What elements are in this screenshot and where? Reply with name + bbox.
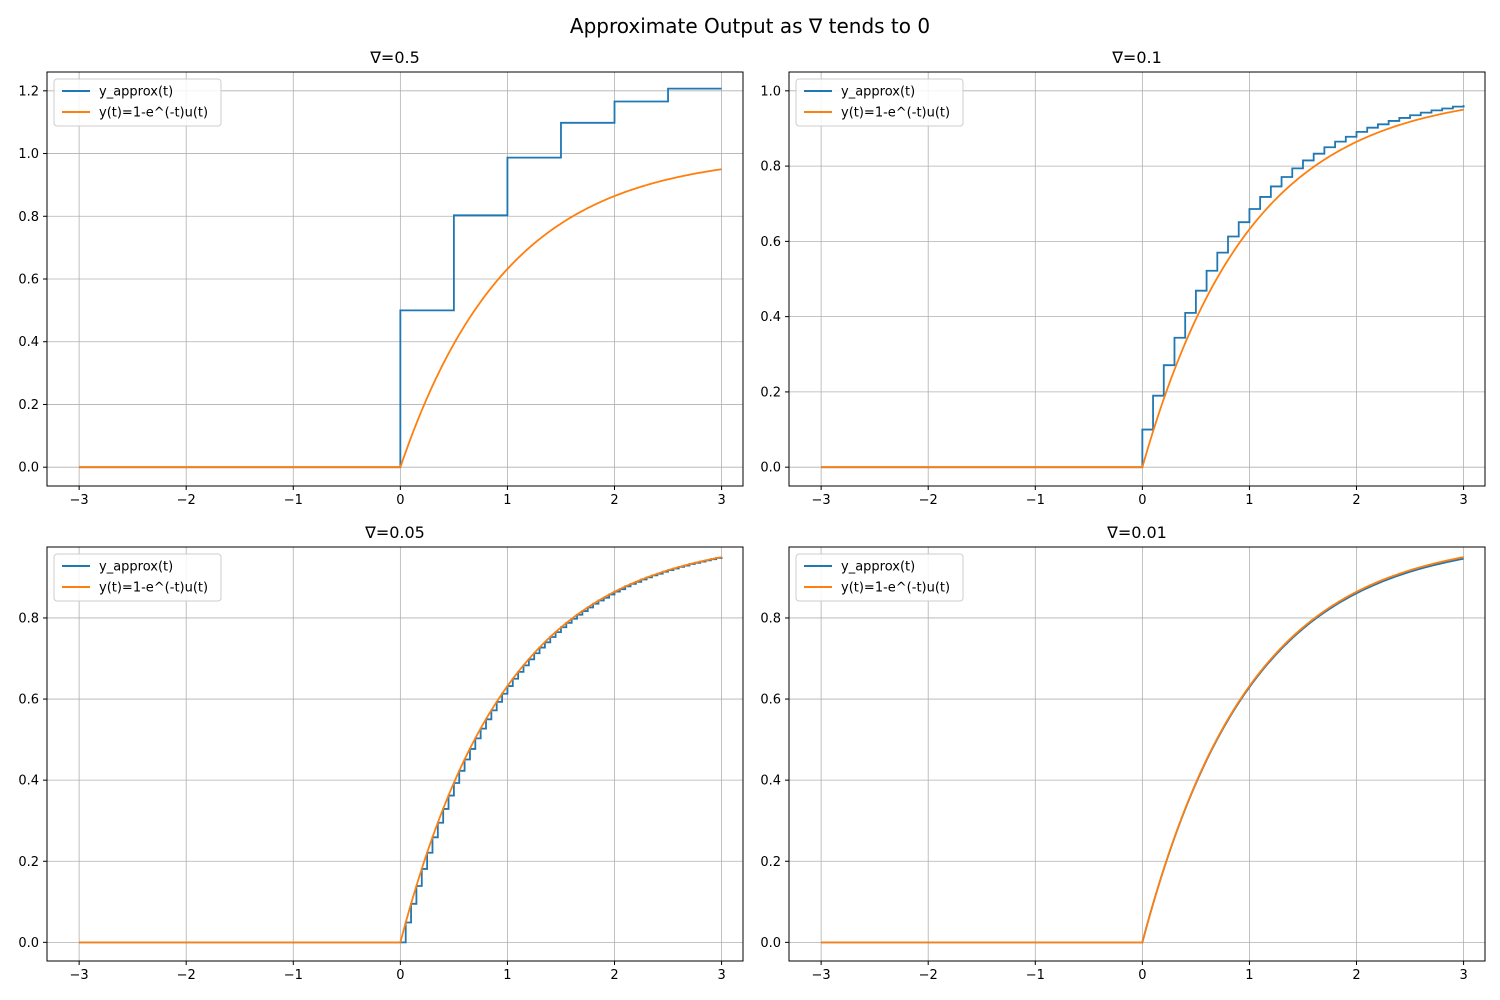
y-tick-label: 0.4 [760, 774, 781, 789]
legend-label: y(t)=1-e^(-t)u(t) [841, 581, 950, 596]
y-tick-label: 0.2 [760, 855, 781, 870]
x-tick-label: 0 [1138, 493, 1146, 508]
x-tick-label: −1 [1026, 968, 1045, 983]
series-line-exact [821, 108, 1464, 469]
x-tick-label: −3 [812, 968, 831, 983]
y-tick-label: 0.4 [18, 335, 39, 350]
subplot-4: −3 −2 −1 0 1 2 3 0.0 0.2 0.4 0.6 0.8 ∇=0.01 y_approx(… [760, 523, 1486, 983]
x-tick-label: −1 [1026, 493, 1045, 508]
y-tick-label: 0.6 [760, 693, 781, 708]
legend-box [53, 78, 222, 127]
subplot-title: ∇=0.05 [364, 523, 425, 542]
legend-label: y_approx(t) [99, 560, 173, 575]
figure-title: Approximate Output as ∇ tends to 0 [569, 14, 931, 38]
x-tick-label: 2 [1352, 968, 1360, 983]
x-tick-label: −2 [919, 968, 938, 983]
x-tick-label: 3 [1459, 968, 1467, 983]
y-tick-label: 0.4 [760, 310, 781, 325]
legend-box [53, 553, 222, 602]
x-tick-label: −2 [177, 968, 196, 983]
subplot-title: ∇=0.1 [1111, 48, 1162, 67]
series-line-exact [821, 556, 1464, 944]
legend-box [795, 78, 964, 127]
axes-frame [46, 546, 744, 962]
subplot-3: −3 −2 −1 0 1 2 3 0.0 0.2 0.4 0.6 0.8 ∇=0.05 y_approx(… [18, 523, 744, 983]
x-tick-label: −2 [919, 493, 938, 508]
x-tick-label: 3 [717, 968, 725, 983]
subplot-2: −3 −2 −1 0 1 2 3 0.0 0.2 0.4 0.6 0.8 1.0 ∇=0.1 y_appro… [760, 48, 1486, 508]
legend-label: y(t)=1-e^(-t)u(t) [99, 106, 208, 121]
legend-label: y_approx(t) [99, 85, 173, 100]
y-tick-label: 0.0 [760, 936, 781, 951]
x-tick-label: −3 [812, 493, 831, 508]
legend-label: y(t)=1-e^(-t)u(t) [99, 581, 208, 596]
x-tick-label: 3 [1459, 493, 1467, 508]
subplot-title: ∇=0.5 [369, 48, 420, 67]
subplot-title: ∇=0.01 [1106, 523, 1167, 542]
y-tick-label: 0.8 [18, 210, 39, 225]
y-tick-label: 0.6 [760, 235, 781, 250]
y-tick-label: 0.2 [760, 385, 781, 400]
legend-label: y_approx(t) [841, 85, 915, 100]
y-tick-label: 0.0 [760, 461, 781, 476]
x-tick-label: 0 [396, 968, 404, 983]
y-tick-label: 0.6 [18, 693, 39, 708]
x-tick-label: 0 [396, 493, 404, 508]
x-tick-label: 0 [1138, 968, 1146, 983]
y-tick-label: 0.0 [18, 461, 39, 476]
x-tick-label: 3 [717, 493, 725, 508]
x-tick-label: 2 [610, 968, 618, 983]
legend-box [795, 553, 964, 602]
x-tick-label: −1 [284, 968, 303, 983]
y-tick-label: 0.8 [760, 160, 781, 175]
legend-label: y(t)=1-e^(-t)u(t) [841, 106, 950, 121]
series-line-exact [79, 168, 722, 469]
x-tick-label: −3 [70, 493, 89, 508]
axes-frame [788, 71, 1486, 487]
x-tick-label: 2 [610, 493, 618, 508]
series-line-approx [821, 105, 1465, 469]
y-tick-label: 0.6 [18, 273, 39, 288]
y-tick-label: 0.8 [18, 611, 39, 626]
y-tick-label: 1.0 [18, 147, 39, 162]
y-tick-label: 1.2 [18, 84, 39, 99]
series-line-approx [79, 87, 722, 469]
y-tick-label: 0.8 [760, 611, 781, 626]
y-tick-label: 0.2 [18, 855, 39, 870]
x-tick-label: 1 [503, 493, 511, 508]
legend-label: y_approx(t) [841, 560, 915, 575]
x-tick-label: −2 [177, 493, 196, 508]
series-line-exact [79, 556, 722, 944]
x-tick-label: 2 [1352, 493, 1360, 508]
x-tick-label: 1 [503, 968, 511, 983]
x-tick-label: 1 [1245, 968, 1253, 983]
x-tick-label: −3 [70, 968, 89, 983]
x-tick-label: 1 [1245, 493, 1253, 508]
y-tick-label: 0.4 [18, 774, 39, 789]
y-tick-label: 1.0 [760, 84, 781, 99]
y-tick-label: 0.0 [18, 936, 39, 951]
axes-frame [788, 546, 1486, 962]
x-tick-label: −1 [284, 493, 303, 508]
subplot-1: −3 −2 −1 0 1 2 3 0.0 0.2 0.4 0.6 0.8 1.0 1.2 ∇=0.5 y_ap… [18, 48, 744, 508]
y-tick-label: 0.2 [18, 398, 39, 413]
